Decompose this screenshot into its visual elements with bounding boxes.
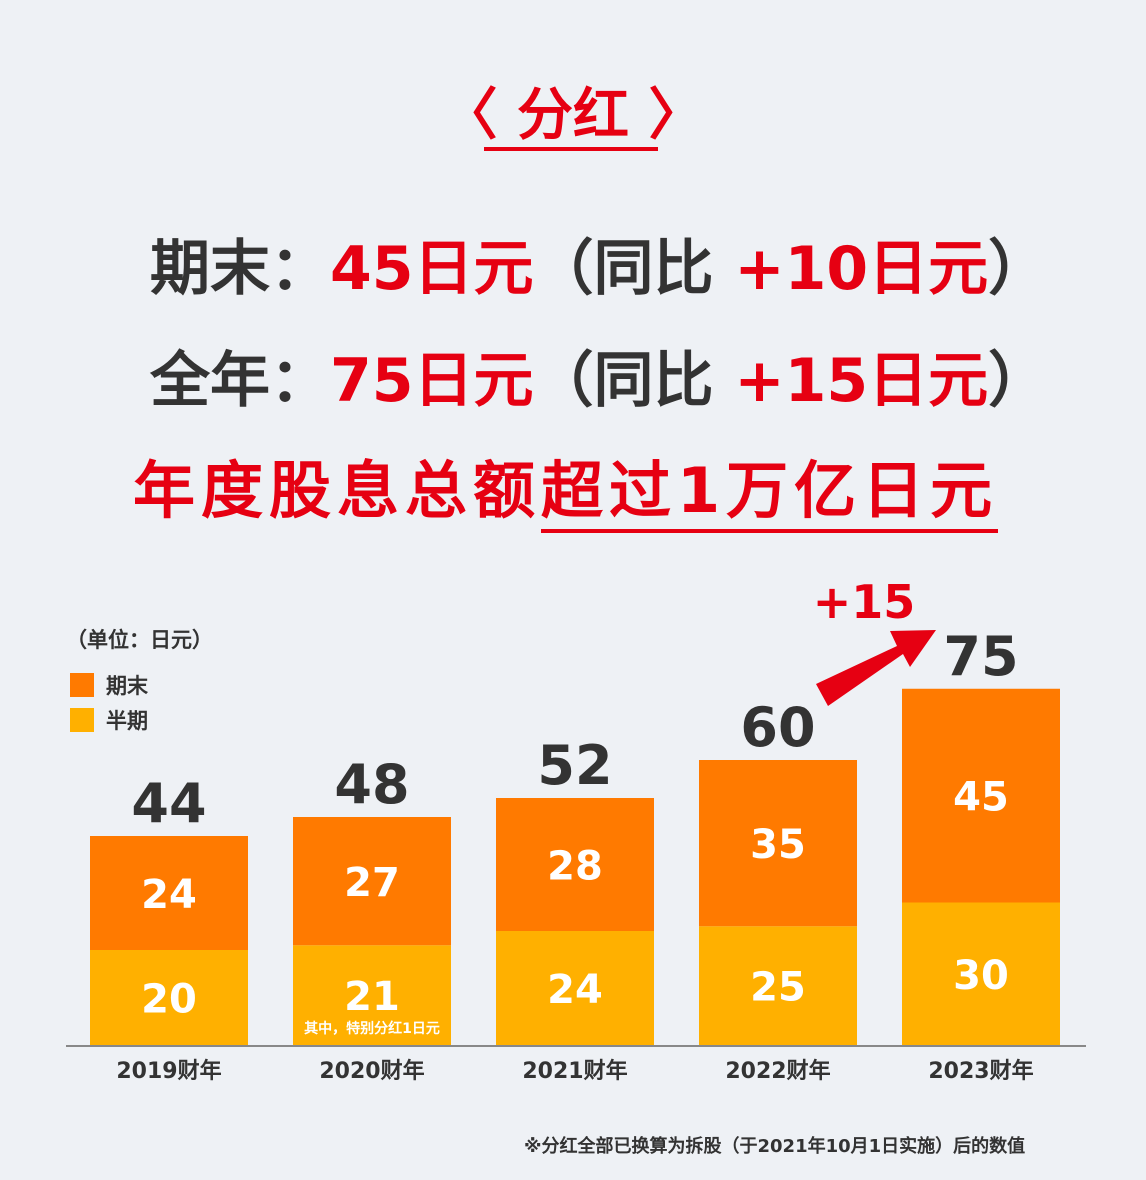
data-label-total: 48 <box>334 753 409 816</box>
period-end-value: 45日元 <box>330 234 534 304</box>
full-year-value: 75日元 <box>330 346 534 416</box>
annotation-growth: +15 <box>813 575 916 629</box>
total-dividend-summary: 年度股息总额超过1万亿日元 <box>133 440 999 533</box>
data-label-period-end: 24 <box>141 872 197 918</box>
x-tick-label: 2021财年 <box>522 1058 627 1084</box>
full-year-close: ） <box>988 346 1049 416</box>
x-tick-label: 2023财年 <box>928 1058 1033 1084</box>
legend-label-period-end: 期末 <box>106 674 148 698</box>
data-label-period-end: 28 <box>547 844 603 890</box>
page-title: 〈 分红 〉 <box>441 83 705 148</box>
period-end-open: （同比 <box>533 234 735 304</box>
legend-item-interim: 半期 <box>70 705 148 735</box>
title-underline <box>484 147 658 151</box>
period-end-close: ） <box>988 234 1049 304</box>
data-label-interim: 21 <box>344 974 400 1020</box>
legend-swatch-period-end <box>70 673 94 697</box>
data-label-interim: 24 <box>547 967 603 1013</box>
x-tick-label: 2019财年 <box>116 1058 221 1084</box>
data-label-period-end: 35 <box>750 822 806 868</box>
bar-period-end <box>699 760 857 927</box>
bar-interim <box>902 902 1060 1045</box>
period-end-label: 期末： <box>150 234 330 304</box>
data-label-period-end: 27 <box>344 860 400 906</box>
bar-period-end <box>902 688 1060 903</box>
headline-period-end: 期末：45日元（同比 +10日元） <box>150 220 1048 307</box>
bar-interim <box>90 950 248 1045</box>
legend-swatch-interim <box>70 708 94 732</box>
full-year-change: +15日元 <box>734 346 989 416</box>
bar-interim <box>293 945 451 1045</box>
full-year-label: 全年： <box>150 346 330 416</box>
summary-text: 年度股息总额 <box>133 454 542 527</box>
footnote: ※分红全部已换算为拆股（于2021年10月1日实施）后的数值 <box>524 1136 1026 1157</box>
data-label-interim: 25 <box>750 965 806 1011</box>
data-label-total: 52 <box>537 734 612 797</box>
data-label-total: 44 <box>131 772 206 835</box>
unit-label: （单位：日元） <box>66 628 213 652</box>
data-label-period-end: 45 <box>953 775 1009 821</box>
bar-interim <box>699 926 857 1045</box>
data-label-total: 75 <box>943 625 1018 688</box>
bar-interim <box>496 931 654 1045</box>
legend-label-interim: 半期 <box>106 709 148 733</box>
summary-highlight: 超过1万亿日元 <box>541 454 999 533</box>
data-label-total: 60 <box>740 696 815 759</box>
bar-period-end <box>90 836 248 950</box>
legend-item-period-end: 期末 <box>70 670 148 700</box>
x-tick-label: 2020财年 <box>319 1058 424 1084</box>
bar-period-end <box>293 817 451 946</box>
growth-arrow <box>816 630 936 706</box>
period-end-change: +10日元 <box>734 234 989 304</box>
x-tick-label: 2022财年 <box>725 1058 830 1084</box>
headline-full-year: 全年：75日元（同比 +15日元） <box>150 332 1048 419</box>
data-label-interim: 20 <box>141 977 197 1023</box>
full-year-open: （同比 <box>533 346 735 416</box>
data-label-interim: 30 <box>953 953 1009 999</box>
bar-period-end <box>496 798 654 931</box>
annotation-special-dividend: 其中，特别分红1日元 <box>304 1020 440 1037</box>
